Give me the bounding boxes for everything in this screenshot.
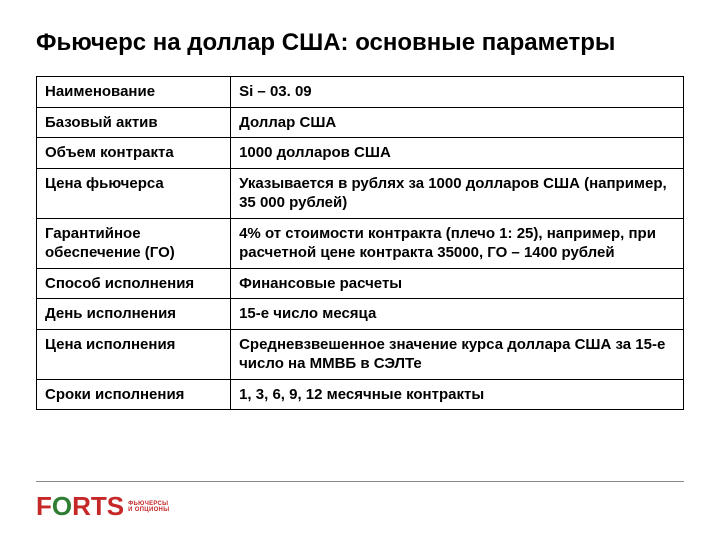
table-row: Сроки исполнения 1, 3, 6, 9, 12 месячные… [37,379,684,410]
logo-text: FORTS [36,491,124,522]
logo-letter-t: T [91,491,107,521]
param-value: 4% от стоимости контракта (плечо 1: 25),… [231,218,684,268]
footer-divider [36,481,684,482]
parameters-table: Наименование Si – 03. 09 Базовый актив Д… [36,76,684,410]
table-row: Способ исполнения Финансовые расчеты [37,268,684,299]
table-row: Цена исполнения Средневзвешенное значени… [37,329,684,379]
page-title: Фьючерс на доллар США: основные параметр… [36,28,684,58]
forts-logo: FORTS ФЬЮЧЕРСЫ И ОПЦИОНЫ [36,491,169,522]
param-value: 1, 3, 6, 9, 12 месячные контракты [231,379,684,410]
param-label: Цена исполнения [37,329,231,379]
param-label: Гарантийное обеспечение (ГО) [37,218,231,268]
logo-letter-s: S [107,491,124,521]
table-row: День исполнения 15-е число месяца [37,299,684,330]
table-row: Базовый актив Доллар США [37,107,684,138]
param-label: Базовый актив [37,107,231,138]
param-value: Si – 03. 09 [231,77,684,108]
logo-letter-o: O [52,491,72,521]
logo-letter-r: R [72,491,91,521]
param-label: День исполнения [37,299,231,330]
param-value: Доллар США [231,107,684,138]
logo-letter-f: F [36,491,52,521]
param-label: Объем контракта [37,138,231,169]
param-value: Средневзвешенное значение курса доллара … [231,329,684,379]
param-label: Цена фьючерса [37,168,231,218]
table-row: Наименование Si – 03. 09 [37,77,684,108]
param-value: Финансовые расчеты [231,268,684,299]
param-value: 1000 долларов США [231,138,684,169]
param-label: Способ исполнения [37,268,231,299]
logo-tag-line2: И ОПЦИОНЫ [128,507,169,513]
param-value: Указывается в рублях за 1000 долларов СШ… [231,168,684,218]
logo-tagline: ФЬЮЧЕРСЫ И ОПЦИОНЫ [128,501,169,513]
table-row: Объем контракта 1000 долларов США [37,138,684,169]
table-row: Цена фьючерса Указывается в рублях за 10… [37,168,684,218]
param-label: Наименование [37,77,231,108]
logo-tag-line1: ФЬЮЧЕРСЫ [128,501,169,507]
param-value: 15-е число месяца [231,299,684,330]
param-label: Сроки исполнения [37,379,231,410]
slide-content: Фьючерс на доллар США: основные параметр… [0,0,720,410]
table-row: Гарантийное обеспечение (ГО) 4% от стоим… [37,218,684,268]
